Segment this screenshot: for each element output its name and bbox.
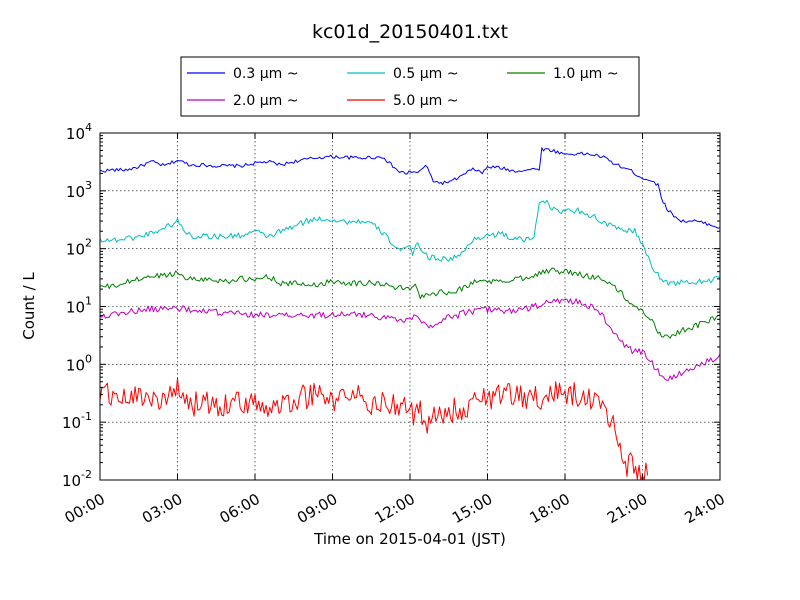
legend-box [180, 56, 640, 117]
y-tick-label: 100 [66, 352, 92, 374]
chart-legend: 0.3 μm ~ 0.5 μm ~ 1.0 μm ~ 2.0 μm ~ 5.0 μm ~ [180, 56, 640, 117]
y-tick-labels: 10-2 10-1 100 101 102 103 104 [62, 121, 92, 490]
y-tick-label: 10-1 [62, 410, 92, 432]
legend-label: 2.0 μm ~ [233, 93, 298, 109]
plot-frame [99, 132, 721, 481]
legend-label: 0.5 μm ~ [393, 66, 458, 82]
series-line [99, 199, 721, 287]
series-lines [99, 147, 721, 481]
y-tick-label: 103 [66, 179, 92, 201]
y-tick-label: 102 [66, 237, 92, 259]
series-line [99, 147, 721, 229]
legend-label: 0.3 μm ~ [233, 66, 298, 82]
series-line [99, 298, 721, 381]
y-axis-label: Count / L [20, 272, 38, 340]
chart-title: kc01d_20150401.txt [312, 21, 508, 43]
grid-lines [100, 133, 720, 480]
legend-label: 1.0 μm ~ [553, 66, 618, 82]
x-axis-label: Time on 2015-04-01 (JST) [313, 530, 506, 548]
series-line [99, 267, 721, 339]
series-line [99, 377, 649, 481]
y-tick-label: 101 [66, 295, 92, 317]
y-tick-label: 104 [66, 121, 92, 143]
y-tick-label: 10-2 [62, 468, 92, 490]
legend-label: 5.0 μm ~ [393, 93, 458, 109]
